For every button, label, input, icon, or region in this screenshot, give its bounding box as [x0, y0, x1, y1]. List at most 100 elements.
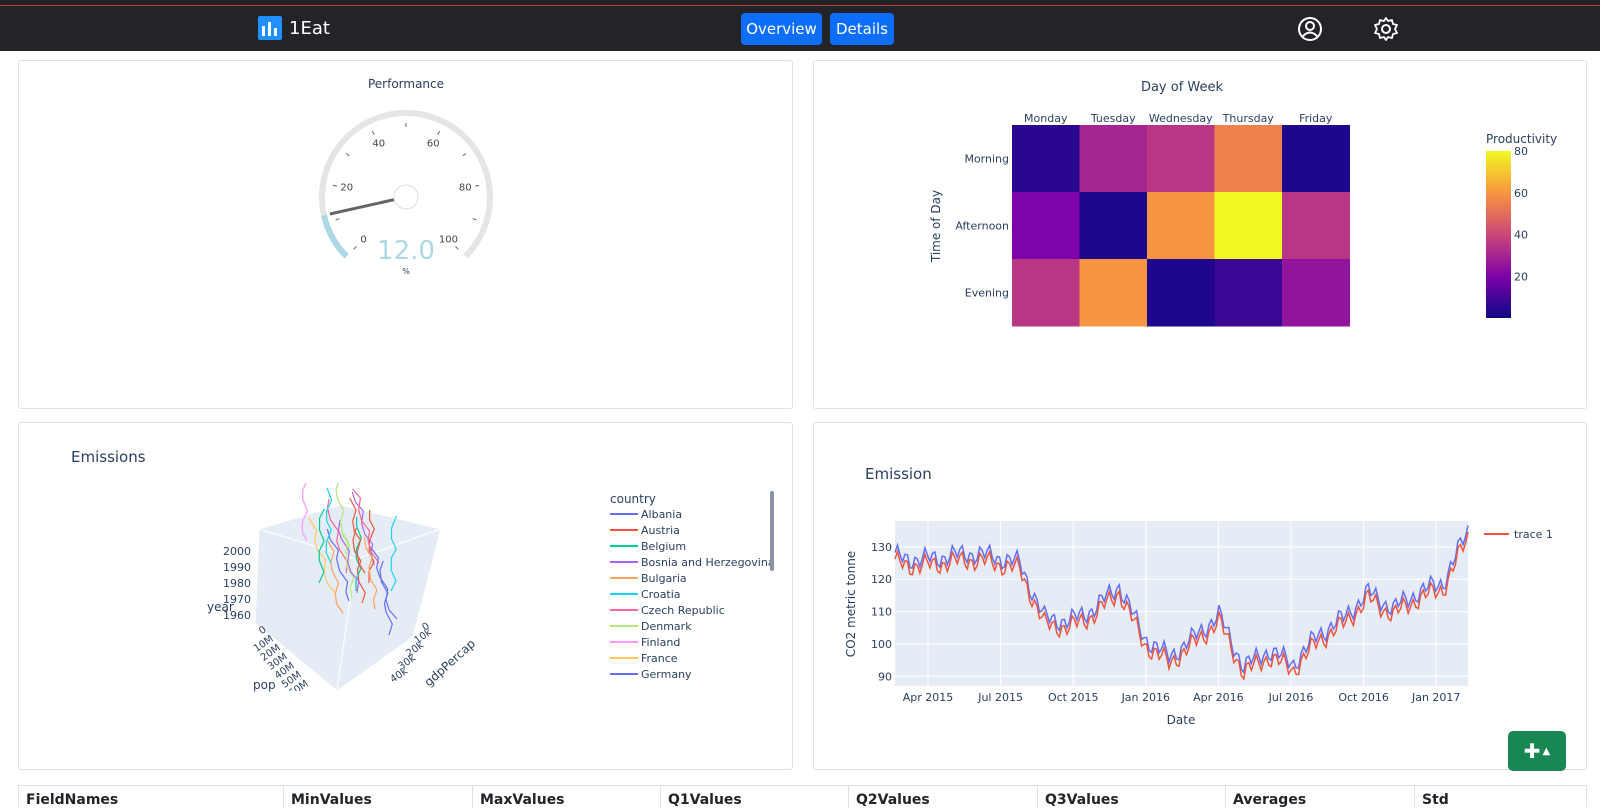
plot-area [895, 521, 1468, 686]
legend-item[interactable]: Belgium [610, 538, 686, 554]
country-trajectory[interactable] [327, 540, 344, 614]
legend-scrollbar[interactable] [770, 491, 774, 571]
y-tick: 110 [871, 606, 892, 619]
details-button[interactable]: Details [830, 13, 894, 45]
th-std[interactable]: Std [1422, 792, 1449, 808]
country-trajectory[interactable] [349, 497, 366, 574]
heatmap-y-tick: Evening [965, 287, 1009, 300]
legend-item[interactable]: Bosnia and Herzegovina [610, 554, 770, 570]
gauge-tick-label: 60 [427, 139, 440, 150]
heatmap-cell[interactable] [1214, 125, 1283, 193]
heatmap-cell[interactable] [1214, 259, 1283, 327]
country-trajectory[interactable] [337, 519, 360, 594]
x-tick: Oct 2016 [1338, 691, 1389, 704]
country-trajectory[interactable] [363, 536, 378, 610]
heatmap-cell[interactable] [1282, 259, 1350, 327]
gauge-tick-label: 20 [340, 183, 353, 194]
brand[interactable]: 1Eat [258, 15, 330, 41]
gauge-tick [345, 153, 350, 157]
gauge-unit: % [402, 267, 410, 276]
legend-item[interactable]: Finland [610, 634, 680, 650]
th-minvalues[interactable]: MinValues [284, 786, 473, 808]
th-maxvalues[interactable]: MaxValues [473, 786, 661, 808]
country-trajectory[interactable] [355, 516, 362, 592]
heatmap-cell[interactable] [1079, 125, 1148, 193]
heatmap-ylabel: Time of Day [929, 190, 943, 263]
heatmap-cell[interactable] [1012, 125, 1080, 193]
heatmap-cell[interactable] [1282, 125, 1350, 193]
legend-item[interactable]: Austria [610, 522, 680, 538]
legend-item[interactable]: Germany [610, 666, 692, 682]
legend-item[interactable]: Albania [610, 506, 682, 522]
country-trajectory[interactable] [340, 525, 355, 600]
heatmap-cell[interactable] [1147, 259, 1215, 327]
pop-axis-label: pop [253, 678, 276, 692]
legend-label: Bosnia and Herzegovina [641, 555, 770, 569]
th-fieldnames[interactable]: FieldNames [19, 786, 284, 808]
year-tick: 1990 [223, 561, 251, 574]
heatmap-cell[interactable] [1147, 192, 1215, 260]
heatmap-card: Day of Week Monday Tuesday Wednesday Thursd… [813, 60, 1587, 409]
legend-label: Croatia [641, 587, 681, 601]
colorbar-tick: 60 [1514, 187, 1528, 200]
navbar: 1Eat Overview Details [0, 6, 1600, 51]
legend-item[interactable]: Denmark [610, 618, 692, 634]
legend-swatch [610, 593, 638, 595]
legend-label: Denmark [641, 619, 692, 633]
country-trajectory[interactable] [318, 508, 326, 584]
y-tick: 100 [871, 638, 892, 651]
th-q1values[interactable]: Q1Values [661, 786, 849, 808]
year-axis-label: year [207, 600, 234, 614]
overview-button[interactable]: Overview [741, 13, 822, 45]
user-circle-icon[interactable] [1297, 16, 1323, 42]
country-trajectory[interactable] [352, 488, 380, 564]
legend-swatch [610, 641, 638, 643]
x-tick: Apr 2016 [1193, 691, 1244, 704]
legend-label: Austria [641, 523, 680, 537]
series-line[interactable] [894, 525, 1469, 675]
xaxis-label: Date [1167, 713, 1196, 727]
th-q2values[interactable]: Q2Values [849, 786, 1038, 808]
x-tick: Jul 2015 [977, 691, 1023, 704]
gauge-tick [455, 246, 459, 250]
legend-swatch [610, 609, 638, 611]
gauge-track [319, 110, 493, 259]
legend-item[interactable]: France [610, 650, 678, 666]
gear-icon[interactable] [1373, 16, 1399, 42]
legend-label: Bulgaria [641, 571, 687, 585]
country-trajectory[interactable] [379, 560, 393, 636]
heatmap-cell[interactable] [1214, 192, 1283, 260]
country-trajectory[interactable] [301, 469, 308, 542]
heatmap-cell[interactable] [1282, 192, 1350, 260]
country-trajectory[interactable] [326, 528, 350, 602]
heatmap-cell[interactable] [1012, 259, 1080, 327]
heatmap-y-tick: Afternoon [955, 220, 1009, 233]
x-tick: Jan 2016 [1121, 691, 1170, 704]
legend-label: Belgium [641, 539, 687, 553]
country-trajectory[interactable] [325, 487, 333, 564]
country-trajectory[interactable] [370, 546, 398, 620]
country-trajectory[interactable] [307, 517, 336, 594]
heatmap-cell[interactable] [1079, 259, 1148, 327]
emission-title: Emission [865, 465, 932, 483]
legend-item[interactable]: Czech Republic [610, 602, 725, 618]
country-trajectory[interactable] [335, 480, 349, 554]
legend-title: country [610, 492, 656, 506]
series-line[interactable] [894, 531, 1469, 681]
heatmap-cell[interactable] [1012, 192, 1080, 260]
gauge-chart: Performance 0 20 40 60 80 100 12.0 % [319, 77, 493, 276]
heatmap-cell[interactable] [1079, 192, 1148, 260]
legend-item[interactable]: Croatia [610, 586, 681, 602]
yaxis-label: CO2 metric tonne [844, 551, 858, 657]
heatmap-cell[interactable] [1147, 125, 1215, 193]
legend-item[interactable]: Bulgaria [610, 570, 687, 586]
x-tick: Apr 2015 [903, 691, 954, 704]
country-trajectory[interactable] [390, 515, 398, 592]
th-averages[interactable]: Averages [1226, 786, 1415, 808]
th-q3values[interactable]: Q3Values [1038, 786, 1226, 808]
emission-line-card: Emission 90 100 110 120 130 Apr 2015 Jul 2015 O… [813, 422, 1587, 770]
add-menu-button[interactable]: ✚ ▲ [1508, 731, 1566, 771]
legend-item[interactable]: Greece [610, 682, 680, 687]
gauge-bar [321, 214, 349, 259]
legend-trace[interactable]: trace 1 [1514, 528, 1553, 541]
